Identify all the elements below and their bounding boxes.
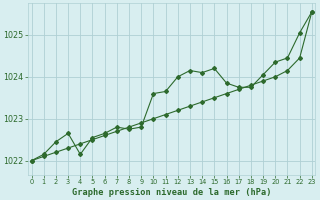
X-axis label: Graphe pression niveau de la mer (hPa): Graphe pression niveau de la mer (hPa): [72, 188, 271, 197]
